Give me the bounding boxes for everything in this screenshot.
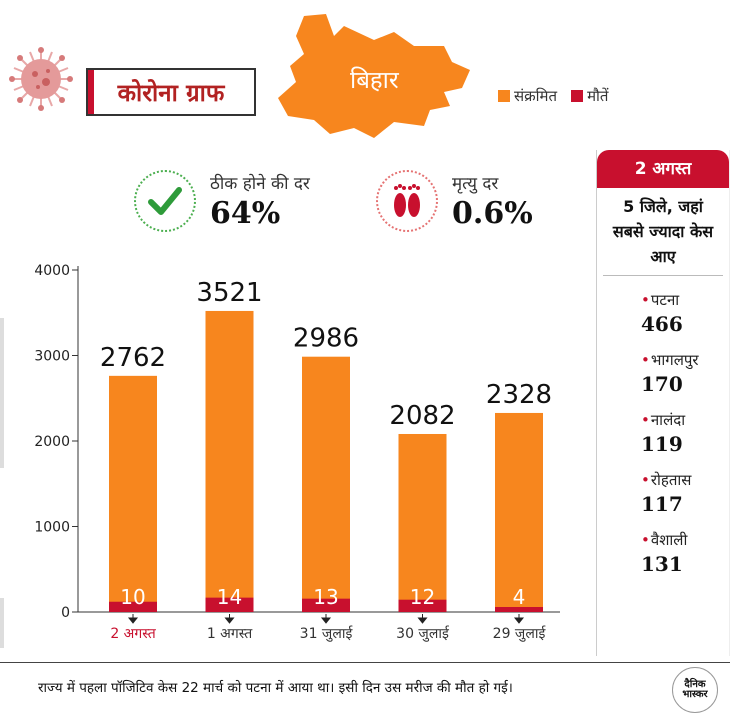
title-box: कोरोना ग्राफ bbox=[86, 68, 256, 116]
panel-heading: 5 जिले, जहां सबसे ज्यादा केस आए bbox=[603, 188, 723, 276]
district-name: वैशाली bbox=[641, 530, 729, 550]
district-item: नालंदा119 bbox=[641, 410, 729, 456]
district-name: रोहतास bbox=[641, 470, 729, 490]
recovery-rate: ठीक होने की दर 64% bbox=[134, 170, 310, 232]
infected-value-label: 2986 bbox=[293, 324, 359, 354]
infected-value-label: 2082 bbox=[389, 401, 455, 431]
footer-note: राज्य में पहला पॉजिटिव केस 22 मार्च को प… bbox=[38, 680, 513, 696]
infected-value-label: 3521 bbox=[196, 278, 262, 308]
x-tick-marker bbox=[417, 614, 428, 624]
infected-value-label: 2328 bbox=[486, 380, 552, 410]
deaths-value-label: 4 bbox=[513, 585, 526, 609]
state-name: बिहार bbox=[350, 66, 400, 94]
infected-bar bbox=[398, 433, 447, 612]
recovery-rate-label: ठीक होने की दर bbox=[210, 174, 310, 194]
panel-date: 2 अगस्त bbox=[597, 150, 729, 188]
deaths-bar bbox=[302, 598, 350, 612]
death-rate: मृत्यु दर 0.6% bbox=[376, 170, 533, 232]
x-tick-label: 31 जुलाई bbox=[300, 625, 354, 642]
district-count: 131 bbox=[641, 552, 683, 576]
death-rate-label: मृत्यु दर bbox=[452, 174, 499, 194]
x-tick-marker bbox=[320, 614, 332, 624]
y-tick-label: 4000 bbox=[34, 263, 70, 279]
district-item: पटना466 bbox=[641, 290, 729, 336]
deaths-value-label: 10 bbox=[120, 585, 145, 609]
bihar-map-icon: बिहार bbox=[278, 14, 470, 138]
x-tick-marker bbox=[224, 614, 235, 624]
page-title: कोरोना ग्राफ bbox=[117, 78, 225, 107]
district-count: 466 bbox=[641, 312, 683, 336]
decor-strip bbox=[0, 598, 4, 648]
deaths-bar bbox=[109, 601, 157, 612]
decor-strip bbox=[0, 318, 4, 468]
death-rate-value: 0.6% bbox=[452, 196, 533, 231]
x-tick-label: 2 अगस्त bbox=[110, 626, 156, 642]
deaths-bar bbox=[398, 599, 447, 612]
virus-icon bbox=[9, 47, 73, 111]
district-count: 170 bbox=[641, 372, 683, 396]
x-tick-label: 29 जुलाई bbox=[493, 625, 547, 642]
x-tick-marker bbox=[127, 614, 139, 624]
district-name: नालंदा bbox=[641, 410, 729, 430]
deaths-bar bbox=[205, 597, 254, 612]
deaths-bar bbox=[495, 607, 543, 612]
district-count: 117 bbox=[641, 492, 683, 516]
checkmark-icon bbox=[134, 170, 196, 232]
district-name: भागलपुर bbox=[641, 350, 729, 370]
x-tick-label: 1 अगस्त bbox=[207, 626, 253, 642]
top-districts-panel: 2 अगस्त 5 जिले, जहां सबसे ज्यादा केस आए … bbox=[596, 150, 730, 656]
recovery-rate-value: 64% bbox=[210, 196, 281, 231]
legend-item-infected: संक्रमित bbox=[498, 86, 557, 106]
deaths-value-label: 12 bbox=[410, 585, 435, 609]
y-tick-label: 2000 bbox=[34, 434, 70, 450]
legend: संक्रमित मौतें bbox=[498, 86, 622, 106]
deaths-value-label: 14 bbox=[217, 585, 242, 609]
infected-bar bbox=[205, 310, 254, 612]
y-tick-label: 1000 bbox=[34, 520, 70, 536]
x-tick-label: 30 जुलाई bbox=[396, 625, 450, 642]
infected-bar bbox=[495, 412, 543, 612]
x-tick-marker bbox=[513, 614, 525, 624]
infected-bar bbox=[302, 356, 350, 612]
district-count: 119 bbox=[641, 432, 683, 456]
district-name: पटना bbox=[641, 290, 729, 310]
y-tick-label: 0 bbox=[61, 605, 70, 621]
bar-chart: 0 1000 2000 3000 4000 2762 10 2 अगस्त 3521 14 1 अग… bbox=[34, 263, 560, 642]
infected-value-label: 2762 bbox=[100, 343, 166, 373]
y-tick-label: 3000 bbox=[34, 349, 70, 365]
infected-bar bbox=[109, 375, 157, 612]
dainik-bhaskar-logo: दैनिक भास्कर bbox=[672, 667, 718, 713]
footer: राज्य में पहला पॉजिटिव केस 22 मार्च को प… bbox=[0, 662, 730, 720]
district-item: वैशाली131 bbox=[641, 530, 729, 576]
legend-item-deaths: मौतें bbox=[571, 86, 608, 106]
deaths-value-label: 13 bbox=[313, 585, 338, 609]
footprints-icon bbox=[376, 170, 438, 232]
